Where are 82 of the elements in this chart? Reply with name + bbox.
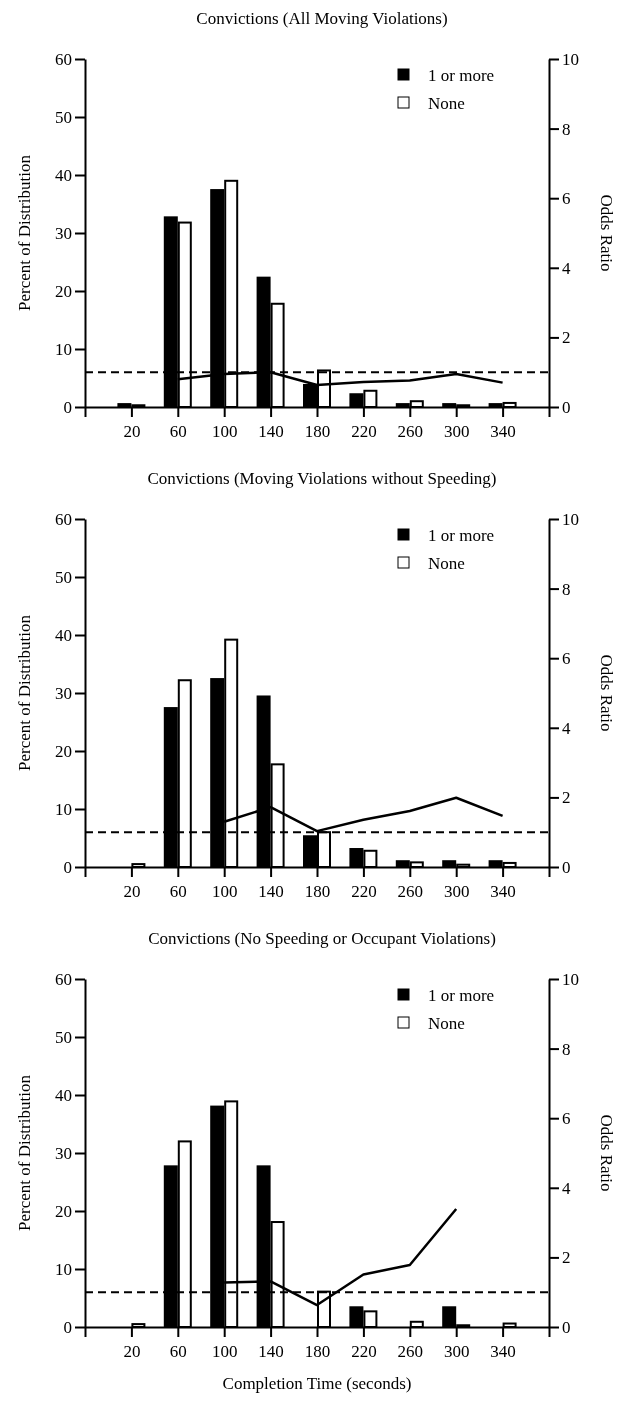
y-tick-label: 50 [55,567,72,587]
x-tick-label: 300 [443,422,470,442]
x-tick-label: 180 [304,882,331,902]
y2-tick-label: 8 [562,119,571,139]
y-tick-label: 10 [55,1259,72,1279]
x-tick-label: 100 [211,422,238,442]
y2-tick-label: 2 [562,1248,571,1268]
legend-label: None [428,1013,465,1033]
x-tick-label: 260 [397,1342,424,1362]
y2-tick-label: 4 [562,258,571,278]
y-tick-label: 10 [55,339,72,359]
x-tick-label: 20 [123,422,141,442]
x-tick-label: 220 [351,882,377,902]
y-tick-label: 30 [55,223,72,243]
y-tick-label: 20 [55,1201,72,1221]
y2-tick-label: 10 [562,969,579,989]
y2-tick-label: 0 [562,857,571,877]
y-axis-title: Percent of Distribution [15,614,34,771]
y2-tick-label: 10 [562,509,579,529]
y2-tick-label: 8 [562,579,571,599]
y-axis-title: Percent of Distribution [15,154,34,311]
legend-label: None [428,93,465,113]
y-tick-label: 50 [55,107,72,127]
x-tick-label: 220 [351,1342,377,1362]
x-tick-label: 100 [211,882,238,902]
y-tick-label: 20 [55,281,72,301]
x-tick-label: 220 [351,422,377,442]
x-tick-label: 140 [258,1342,284,1362]
x-tick-label: 180 [304,1342,331,1362]
chart-title: Convictions (No Speeding or Occupant Violations) [148,929,496,948]
x-axis-title: Completion Time (seconds) [222,1374,412,1393]
y2-tick-label: 0 [562,1317,571,1337]
y2-axis-title: Odds Ratio [597,194,616,272]
y-tick-label: 40 [55,165,72,185]
y2-tick-label: 4 [562,718,571,738]
x-tick-label: 300 [443,1342,470,1362]
x-tick-label: 140 [258,422,284,442]
y2-tick-label: 4 [562,1178,571,1198]
legend-label: 1 or more [428,65,495,85]
y2-axis-title: Odds Ratio [597,1114,616,1192]
y2-tick-label: 0 [562,397,571,417]
y-tick-label: 30 [55,683,72,703]
y-tick-label: 40 [55,1085,72,1105]
y2-tick-label: 2 [562,788,571,808]
x-tick-label: 60 [169,1342,187,1362]
x-tick-label: 260 [397,422,424,442]
y-tick-label: 40 [55,625,72,645]
y-tick-label: 0 [63,1317,72,1337]
y-axis-title: Percent of Distribution [15,1074,34,1231]
legend-label: 1 or more [428,525,495,545]
y2-tick-label: 8 [562,1039,571,1059]
x-tick-label: 260 [397,882,424,902]
x-tick-label: 140 [258,882,284,902]
y2-axis-title: Odds Ratio [597,654,616,732]
y2-tick-label: 10 [562,49,579,69]
x-tick-label: 20 [123,1342,141,1362]
y-tick-label: 0 [63,397,72,417]
x-tick-label: 20 [123,882,141,902]
chart-title: Convictions (Moving Violations without Speeding) [147,469,497,488]
y2-tick-label: 2 [562,328,571,348]
y2-tick-label: 6 [562,649,571,669]
x-tick-label: 300 [443,882,470,902]
x-tick-label: 340 [490,882,516,902]
y2-tick-label: 6 [562,1109,571,1129]
y-tick-label: 60 [55,969,72,989]
legend-label: 1 or more [428,985,495,1005]
y-tick-label: 10 [55,799,72,819]
x-tick-label: 60 [169,882,187,902]
y2-tick-label: 6 [562,189,571,209]
legend-label: None [428,553,465,573]
x-tick-label: 340 [490,422,516,442]
x-tick-label: 100 [211,1342,238,1362]
y-tick-label: 20 [55,741,72,761]
y-tick-label: 0 [63,857,72,877]
y-tick-label: 50 [55,1027,72,1047]
chart-title: Convictions (All Moving Violations) [196,9,448,28]
x-tick-label: 60 [169,422,187,442]
y-tick-label: 60 [55,509,72,529]
y-tick-label: 60 [55,49,72,69]
x-tick-label: 180 [304,422,331,442]
x-tick-label: 340 [490,1342,516,1362]
y-tick-label: 30 [55,1143,72,1163]
